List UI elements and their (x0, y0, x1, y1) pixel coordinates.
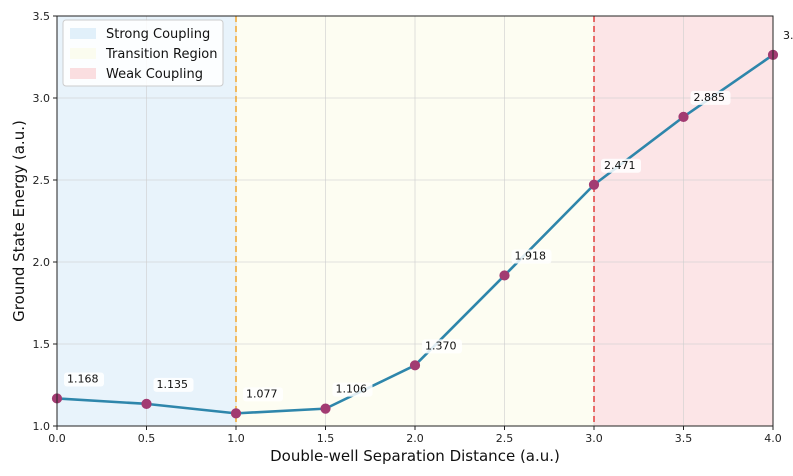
x-tick-label: 3.5 (675, 432, 693, 445)
data-label: 1.370 (422, 339, 462, 354)
data-label-text: 1.077 (246, 387, 278, 400)
y-tick-label: 3.5 (33, 10, 51, 23)
legend-box (62, 19, 224, 87)
y-axis-title: Ground State Energy (a.u.) (10, 120, 28, 322)
legend-swatch-weak-coupling (70, 68, 96, 79)
data-label: 1.135 (153, 377, 194, 392)
y-tick-label: 1.5 (33, 338, 51, 351)
y-axis-ticks: 1.0 1.5 2.0 2.5 3.0 3.5 (33, 10, 57, 433)
data-label-text: 2.471 (604, 159, 636, 172)
data-label-text: 1.106 (336, 383, 368, 396)
data-label: 1.077 (243, 387, 283, 402)
data-point (230, 408, 242, 419)
x-axis-title: Double-well Separation Distance (a.u.) (270, 447, 560, 465)
x-tick-label: 1.5 (317, 432, 335, 445)
legend-label-strong-coupling: Strong Coupling (106, 27, 210, 42)
legend-swatch-strong-coupling (70, 28, 96, 39)
x-tick-label: 0.5 (138, 432, 156, 445)
boundary-lines (235, 16, 595, 426)
x-axis-ticks: 0.0 0.5 1.0 1.5 2.0 2.5 3.0 3.5 4.0 (48, 426, 782, 445)
x-tick-label: 4.0 (764, 432, 782, 445)
y-tick-label: 2.0 (33, 256, 51, 269)
data-label-box (153, 377, 194, 392)
data-label-text: 1.370 (425, 339, 457, 352)
data-label-box (332, 382, 373, 397)
data-label: 1.168 (64, 372, 104, 387)
data-point (499, 270, 510, 281)
data-label-text: 1.918 (515, 249, 547, 262)
data-label-box (780, 28, 793, 43)
data-label-text: 3.263 (783, 29, 793, 42)
y-tick-label: 1.0 (33, 420, 51, 433)
data-label-box (243, 387, 283, 402)
x-tick-label: 2.5 (496, 432, 514, 445)
y-tick-label: 3.0 (33, 92, 51, 105)
x-tick-label: 3.0 (585, 432, 603, 445)
data-label: 1.918 (511, 249, 552, 264)
data-label-text: 1.135 (157, 378, 189, 391)
legend: Strong Coupling Transition Region Weak Cou… (62, 19, 224, 87)
data-label-text: 1.168 (67, 372, 99, 385)
data-labels: 1.168 1.135 1.077 1.106 1.370 1.918 2.471 2.885… (64, 29, 793, 402)
data-label-text: 2.885 (694, 91, 726, 104)
data-label-box (422, 339, 462, 354)
legend-label-weak-coupling: Weak Coupling (106, 67, 203, 82)
data-point (141, 398, 152, 409)
data-label-box (690, 90, 731, 105)
data-label: 3.263 (780, 29, 793, 43)
data-point (409, 360, 421, 371)
data-label: 2.885 (690, 90, 731, 105)
legend-swatch-transition-region (70, 48, 96, 59)
x-tick-label: 1.0 (227, 432, 245, 445)
data-label-box (601, 158, 641, 173)
data-point (588, 179, 600, 190)
legend-label-transition-region: Transition Region (105, 47, 218, 62)
y-tick-label: 2.5 (33, 174, 51, 187)
data-label: 2.471 (601, 158, 641, 173)
data-label-box (511, 249, 552, 264)
x-tick-label: 0.0 (48, 432, 66, 445)
data-label-box (64, 372, 104, 387)
x-tick-label: 2.0 (406, 432, 424, 445)
data-label: 1.106 (332, 382, 373, 397)
data-point (320, 403, 331, 414)
data-point (678, 111, 689, 122)
